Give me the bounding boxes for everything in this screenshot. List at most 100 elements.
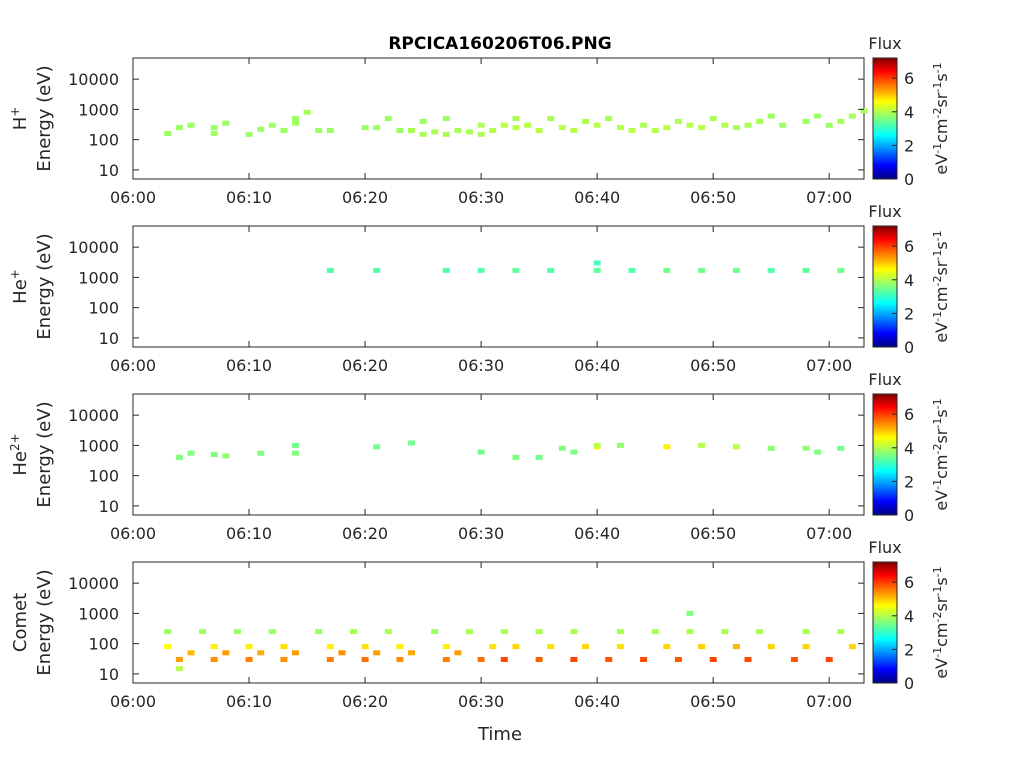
x-tick-label: 06:50 xyxy=(690,356,736,375)
colorbar-title: Flux xyxy=(868,34,901,53)
flux-cell xyxy=(489,644,497,650)
flux-cell xyxy=(512,116,520,121)
y-tick-label: 1000 xyxy=(78,436,119,455)
colorbar-tick-label: 6 xyxy=(904,405,914,424)
colorbar-title: Flux xyxy=(868,370,901,389)
flux-cell xyxy=(732,444,740,450)
colorbar-tick-label: 0 xyxy=(904,674,914,693)
flux-cell xyxy=(512,644,520,650)
species-label: Comet xyxy=(10,593,31,652)
x-tick-label: 06:30 xyxy=(458,692,504,711)
flux-cell xyxy=(535,128,543,133)
flux-cell xyxy=(802,118,810,124)
colorbar-tick-label: 0 xyxy=(904,338,914,357)
flux-cell xyxy=(512,454,520,460)
flux-cell xyxy=(164,629,172,635)
species-label: He2+ xyxy=(8,433,31,475)
flux-cell xyxy=(396,644,404,650)
colorbar-tick-label: 0 xyxy=(904,506,914,525)
flux-cell xyxy=(663,125,671,131)
x-tick-label: 06:10 xyxy=(226,356,272,375)
flux-cell xyxy=(767,113,775,119)
panels: 06:00 06:10 06:20 06:30 06:40 06:50 07:0010100… xyxy=(8,34,951,711)
x-tick-label: 06:40 xyxy=(574,524,620,543)
flux-cell xyxy=(686,610,694,616)
colorbar-unit-label: eV-1cm-2sr-1s-1 xyxy=(931,398,952,510)
flux-cell xyxy=(582,644,589,650)
flux-cell xyxy=(175,657,183,662)
flux-cell xyxy=(558,125,566,131)
plot-area xyxy=(132,561,865,684)
flux-cell xyxy=(431,129,439,135)
flux-cell xyxy=(535,454,543,460)
y-tick-label: 1000 xyxy=(78,100,119,119)
colorbar-tick-label: 2 xyxy=(904,640,914,659)
flux-cells xyxy=(175,440,845,460)
flux-cell xyxy=(489,128,497,133)
x-tick-label: 06:50 xyxy=(690,524,736,543)
colorbar-tick-label: 0 xyxy=(904,170,914,189)
colorbar-tick-label: 4 xyxy=(904,271,914,290)
flux-cell xyxy=(373,125,381,131)
energy-axis-label: Energy (eV) xyxy=(34,65,55,171)
plot-area xyxy=(132,393,865,516)
flux-cell xyxy=(570,128,578,133)
flux-cell xyxy=(292,650,299,656)
flux-cell xyxy=(802,644,810,650)
flux-cell xyxy=(292,116,299,121)
flux-cell xyxy=(709,116,717,121)
flux-cell xyxy=(616,629,624,635)
flux-cell xyxy=(292,442,299,448)
x-tick-label: 06:20 xyxy=(342,524,388,543)
flux-cell xyxy=(616,644,624,650)
plot-area xyxy=(132,225,865,348)
flux-cell xyxy=(686,122,694,128)
flux-cells xyxy=(164,610,856,672)
x-tick-label: 07:00 xyxy=(806,524,852,543)
flux-cell xyxy=(268,629,276,635)
flux-cell xyxy=(663,267,671,273)
colorbar-tick-label: 2 xyxy=(904,472,914,491)
flux-cell xyxy=(210,131,218,136)
flux-cell xyxy=(373,444,381,450)
flux-cell xyxy=(547,644,555,650)
y-tick-label: 1000 xyxy=(78,604,119,623)
flux-cell xyxy=(674,118,682,124)
flux-cell xyxy=(245,644,253,650)
flux-cell xyxy=(175,454,183,460)
flux-cell xyxy=(825,657,833,662)
flux-cell xyxy=(384,116,392,121)
flux-cell xyxy=(419,118,427,124)
colorbar-tick-label: 6 xyxy=(904,237,914,256)
flux-cell xyxy=(500,629,508,635)
x-tick-label: 06:30 xyxy=(458,188,504,207)
flux-cell xyxy=(315,629,323,635)
colorbar-title: Flux xyxy=(868,538,901,557)
flux-cell xyxy=(222,650,230,656)
colorbar-tick-label: 6 xyxy=(904,573,914,592)
flux-cell xyxy=(686,629,694,635)
flux-cell xyxy=(698,267,706,273)
flux-cell xyxy=(268,122,276,128)
species-label: He+ xyxy=(8,269,31,304)
flux-cell xyxy=(732,125,740,131)
colorbar-unit-label: eV-1cm-2sr-1s-1 xyxy=(931,230,952,342)
flux-cell xyxy=(698,125,706,131)
x-tick-label: 07:00 xyxy=(806,188,852,207)
flux-cell xyxy=(663,444,671,450)
flux-cell xyxy=(477,122,485,128)
flux-cell xyxy=(222,120,230,126)
flux-cell xyxy=(257,650,265,656)
x-tick-label: 06:40 xyxy=(574,356,620,375)
flux-cell xyxy=(384,629,392,635)
flux-cell xyxy=(547,116,555,121)
y-tick-label: 1000 xyxy=(78,268,119,287)
flux-cell xyxy=(210,452,218,457)
flux-cell xyxy=(350,629,357,635)
figure-title: RPCICA160206T06.PNG xyxy=(388,34,611,54)
flux-cell xyxy=(744,122,752,128)
colorbar-gradient xyxy=(872,57,898,180)
flux-cell xyxy=(442,131,450,137)
